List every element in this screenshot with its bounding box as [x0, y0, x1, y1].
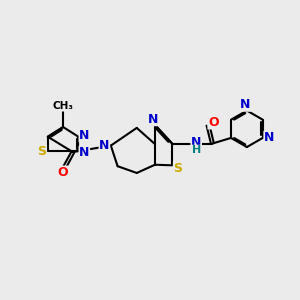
Text: N: N: [79, 129, 89, 142]
Text: H: H: [192, 145, 201, 155]
Text: N: N: [99, 139, 110, 152]
Text: N: N: [264, 131, 274, 144]
Text: O: O: [57, 166, 68, 179]
Text: O: O: [208, 116, 219, 129]
Text: S: S: [173, 162, 182, 175]
Text: S: S: [38, 145, 46, 158]
Text: CH₃: CH₃: [52, 101, 74, 111]
Text: N: N: [79, 146, 89, 159]
Text: N: N: [148, 112, 159, 126]
Text: N: N: [191, 136, 201, 148]
Text: N: N: [240, 98, 250, 111]
